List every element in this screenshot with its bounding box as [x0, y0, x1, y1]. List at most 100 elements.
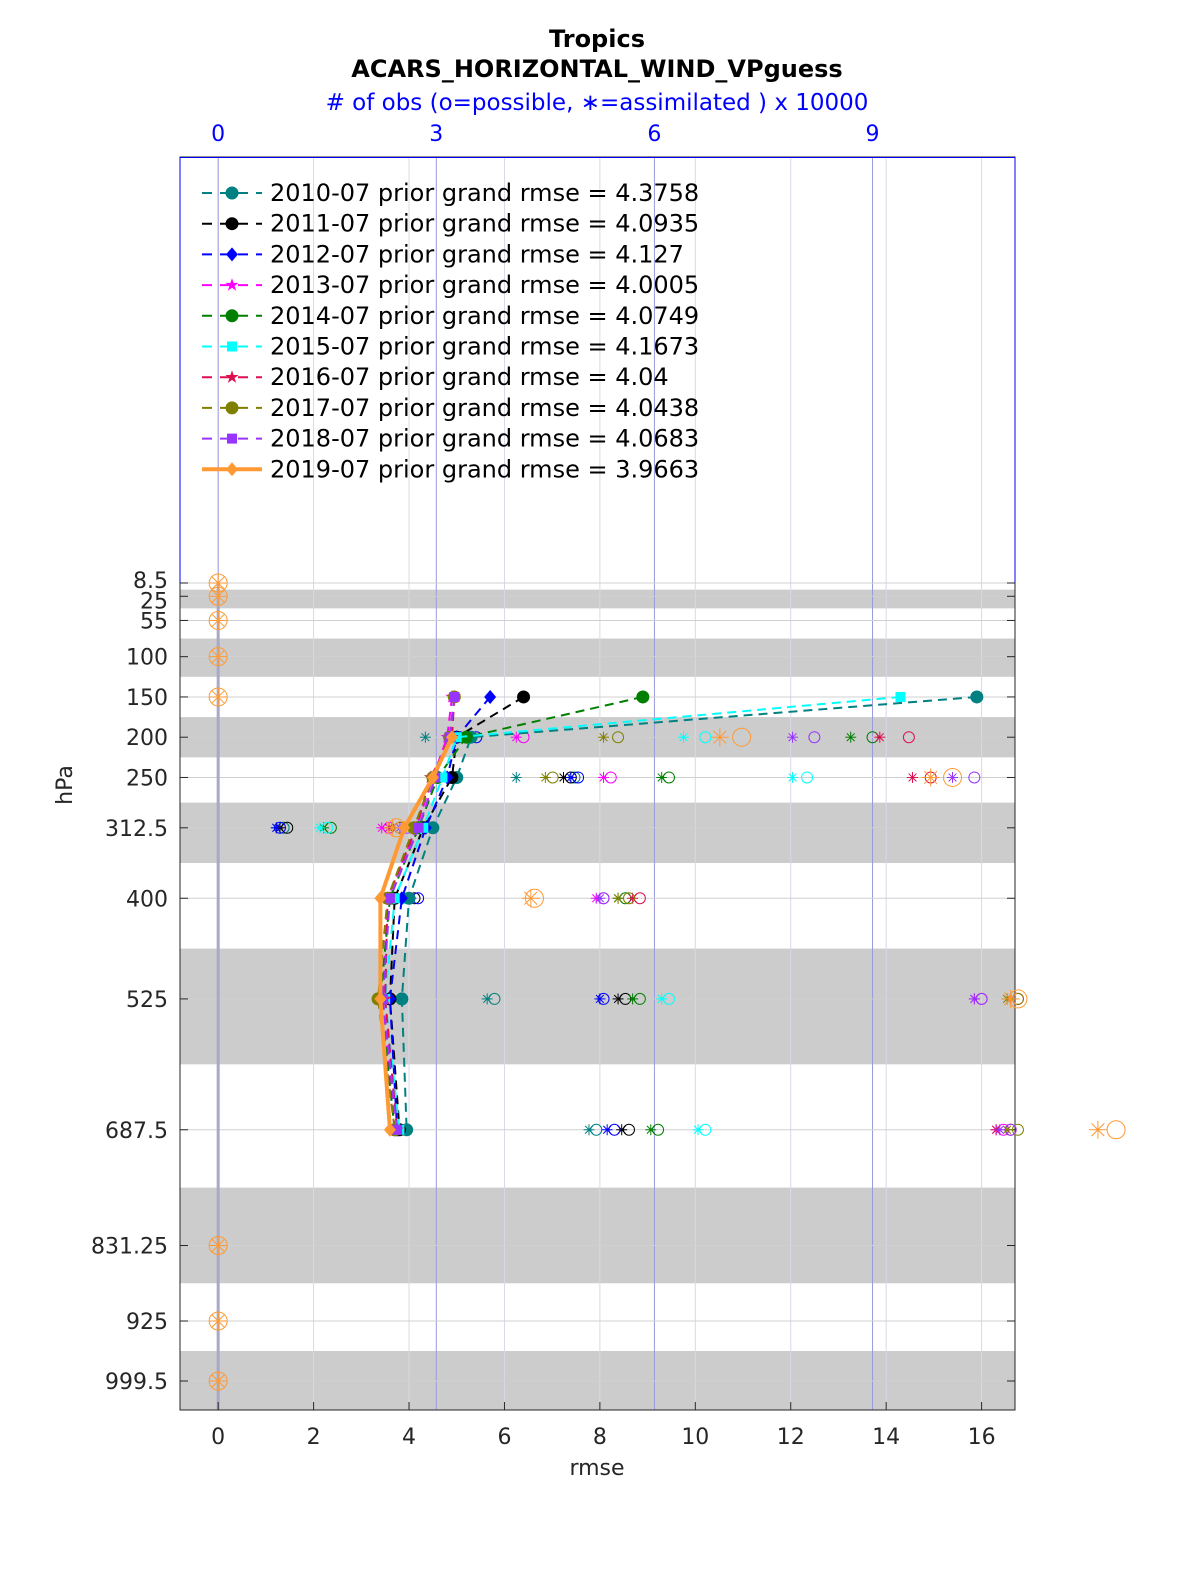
- y-tick-label: 8.5: [133, 569, 168, 594]
- assimilated-marker: [209, 1312, 228, 1331]
- assimilated-marker: [968, 993, 980, 1005]
- level-band: [180, 948, 1015, 1065]
- level-bands: [180, 589, 1015, 1410]
- legend-label: 2015-07 prior grand rmse = 4.1673: [270, 333, 699, 361]
- assimilated-marker: [583, 1124, 595, 1136]
- data-point: [395, 992, 409, 1006]
- assimilated-marker: [612, 892, 624, 904]
- possible-marker: [808, 731, 821, 744]
- legend-label: 2012-07 prior grand rmse = 4.127: [270, 240, 684, 268]
- assimilated-marker: [787, 731, 799, 743]
- assimilated-marker: [419, 731, 431, 743]
- assimilated-marker: [601, 1124, 613, 1136]
- assimilated-marker: [270, 822, 282, 834]
- possible-marker: [732, 727, 752, 747]
- data-point: [437, 772, 448, 783]
- x-tick-label: 12: [777, 1425, 805, 1450]
- assimilated-marker: [594, 892, 606, 904]
- chart-title: Tropics: [549, 25, 645, 53]
- legend-item: 2018-07 prior grand rmse = 4.0683: [202, 425, 699, 453]
- assimilated-marker: [598, 731, 610, 743]
- data-point: [398, 820, 411, 835]
- y-tick-label: 250: [126, 766, 168, 791]
- assimilated-marker: [616, 1124, 628, 1136]
- y-axis-label: hPa: [53, 765, 78, 805]
- possible-marker: [1106, 1120, 1126, 1140]
- legend-item: 2013-07 prior grand rmse = 4.0005: [202, 271, 699, 299]
- data-point: [484, 689, 497, 704]
- assimilated-marker: [677, 731, 689, 743]
- data-point: [227, 341, 237, 352]
- assimilated-marker: [209, 1236, 228, 1255]
- y-tick-label: 100: [126, 646, 168, 671]
- data-point: [225, 370, 239, 383]
- data-point: [225, 278, 239, 291]
- data-point: [226, 247, 238, 262]
- y-tick-label: 200: [126, 726, 168, 751]
- x-tick-label: 4: [402, 1425, 416, 1450]
- x-axis-label: rmse: [569, 1456, 624, 1481]
- possible-marker: [943, 767, 963, 787]
- legend-item: 2012-07 prior grand rmse = 4.127: [202, 240, 684, 268]
- y-tick-label: 312.5: [105, 817, 168, 842]
- series-lines: [371, 689, 984, 1137]
- assimilated-marker: [656, 771, 668, 783]
- data-point: [374, 991, 387, 1006]
- assimilated-marker: [558, 771, 570, 783]
- series-line: [384, 696, 456, 1130]
- grid-lines: [180, 157, 1015, 1410]
- assimilated-marker: [645, 1124, 657, 1136]
- x-tick-label: 2: [307, 1425, 321, 1450]
- data-point: [227, 433, 237, 444]
- data-point: [426, 770, 439, 785]
- assimilated-marker: [612, 993, 624, 1005]
- x-axis-ticks: 0 2 4 6 8 10 12 14 16: [211, 1402, 996, 1450]
- data-point: [636, 690, 650, 704]
- assimilated-marker: [656, 993, 668, 1005]
- data-point: [225, 309, 239, 323]
- top-tick-label: 9: [866, 122, 880, 147]
- x-tick-label: 8: [593, 1425, 607, 1450]
- legend-item: 2016-07 prior grand rmse = 4.04: [202, 363, 669, 391]
- x-tick-label: 0: [211, 1425, 225, 1450]
- top-tick-label: 6: [647, 122, 661, 147]
- legend-label: 2019-07 prior grand rmse = 3.9663: [270, 455, 699, 483]
- assimilated-marker: [314, 822, 326, 834]
- level-band: [180, 638, 1015, 677]
- assimilated-marker: [787, 771, 799, 783]
- assimilated-marker: [594, 993, 606, 1005]
- x-tick-label: 14: [872, 1425, 900, 1450]
- y-tick-label: 925: [126, 1310, 168, 1335]
- data-point: [449, 691, 460, 702]
- y-tick-label: 150: [126, 686, 168, 711]
- data-point: [225, 401, 239, 415]
- legend-label: 2014-07 prior grand rmse = 4.0749: [270, 302, 699, 330]
- legend: 2010-07 prior grand rmse = 4.3758 2011-07…: [202, 179, 699, 483]
- legend-label: 2011-07 prior grand rmse = 4.0935: [270, 210, 699, 238]
- legend-label: 2018-07 prior grand rmse = 4.0683: [270, 425, 699, 453]
- y-tick-label: 687.5: [105, 1119, 168, 1144]
- assimilated-marker: [376, 822, 388, 834]
- top-axis-ticks: 0 3 6 9: [211, 122, 879, 147]
- assimilated-marker: [209, 574, 228, 592]
- top-axis-label: # of obs (o=possible, ∗=assimilated ) x …: [326, 90, 869, 116]
- assimilated-marker: [921, 768, 940, 787]
- assimilated-marker: [209, 611, 228, 630]
- possible-marker: [902, 731, 915, 744]
- y-tick-label: 55: [140, 609, 168, 634]
- data-point: [392, 1124, 403, 1135]
- obs-axis-frame-top: [180, 157, 1015, 158]
- assimilated-marker: [627, 892, 639, 904]
- possible-marker: [612, 731, 625, 744]
- series-line: [378, 736, 454, 1130]
- x-tick-label: 16: [968, 1425, 996, 1450]
- assimilated-marker: [565, 771, 577, 783]
- y-tick-label: 999.5: [105, 1370, 168, 1395]
- possible-marker: [968, 771, 981, 784]
- top-tick-label: 0: [211, 122, 225, 147]
- data-point: [374, 891, 387, 906]
- chart-subtitle: ACARS_HORIZONTAL_WIND_VPguess: [351, 55, 842, 83]
- x-tick-label: 6: [497, 1425, 511, 1450]
